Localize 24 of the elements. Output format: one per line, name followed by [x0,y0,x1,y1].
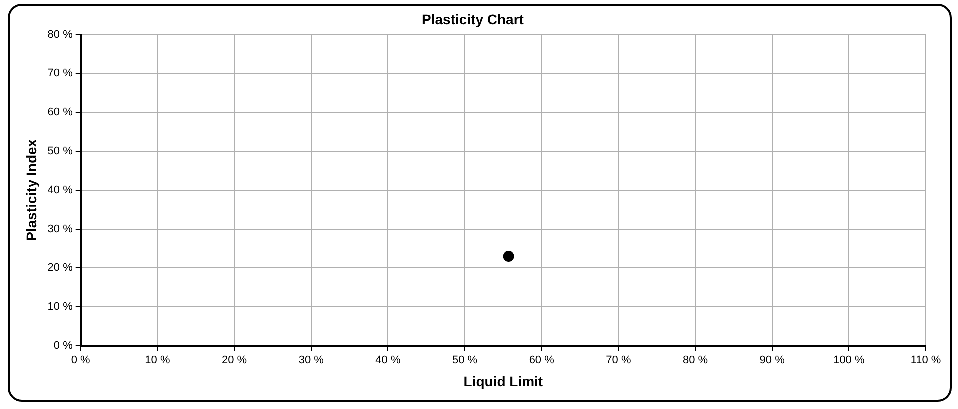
x-tick-label: 110 % [910,354,942,367]
y-tick-label: 10 % [48,301,74,314]
x-tick-label: 20 % [222,354,248,367]
chart-title: Plasticity Chart [422,11,524,28]
x-tick-label: 90 % [760,354,786,367]
y-tick-label: 60 % [48,106,74,119]
x-tick-label: 30 % [298,354,324,367]
y-tick-label: 40 % [48,184,74,196]
x-tick-label: 0 % [71,354,91,367]
x-tick-label: 50 % [452,354,478,367]
y-tick-label: 30 % [48,223,74,236]
x-axis-title: Liquid Limit [464,373,544,390]
x-tick-label: 70 % [606,354,632,367]
x-tick-label: 80 % [682,354,708,367]
y-axis-title: Plasticity Index [23,139,40,242]
y-tick-label: 0 % [54,340,74,352]
y-tick-label: 20 % [48,262,74,274]
x-tick-label: 10 % [145,354,170,367]
y-tick-label: 50 % [48,146,74,158]
y-tick-label: 80 % [48,28,74,41]
x-tick-label: 100 % [834,354,865,367]
y-tick-label: 70 % [48,68,74,80]
x-tick-label: 40 % [376,354,401,367]
x-tick-label: 60 % [529,354,555,367]
